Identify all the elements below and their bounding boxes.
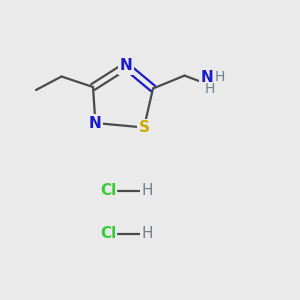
Text: N: N — [89, 116, 102, 130]
Text: Cl: Cl — [100, 183, 116, 198]
Text: H: H — [141, 183, 153, 198]
Text: N: N — [120, 58, 132, 74]
Text: N: N — [201, 70, 213, 85]
Text: H: H — [141, 226, 153, 242]
Text: H: H — [214, 70, 225, 84]
Text: H: H — [205, 82, 215, 96]
Text: Cl: Cl — [100, 226, 116, 242]
Text: S: S — [139, 120, 149, 135]
